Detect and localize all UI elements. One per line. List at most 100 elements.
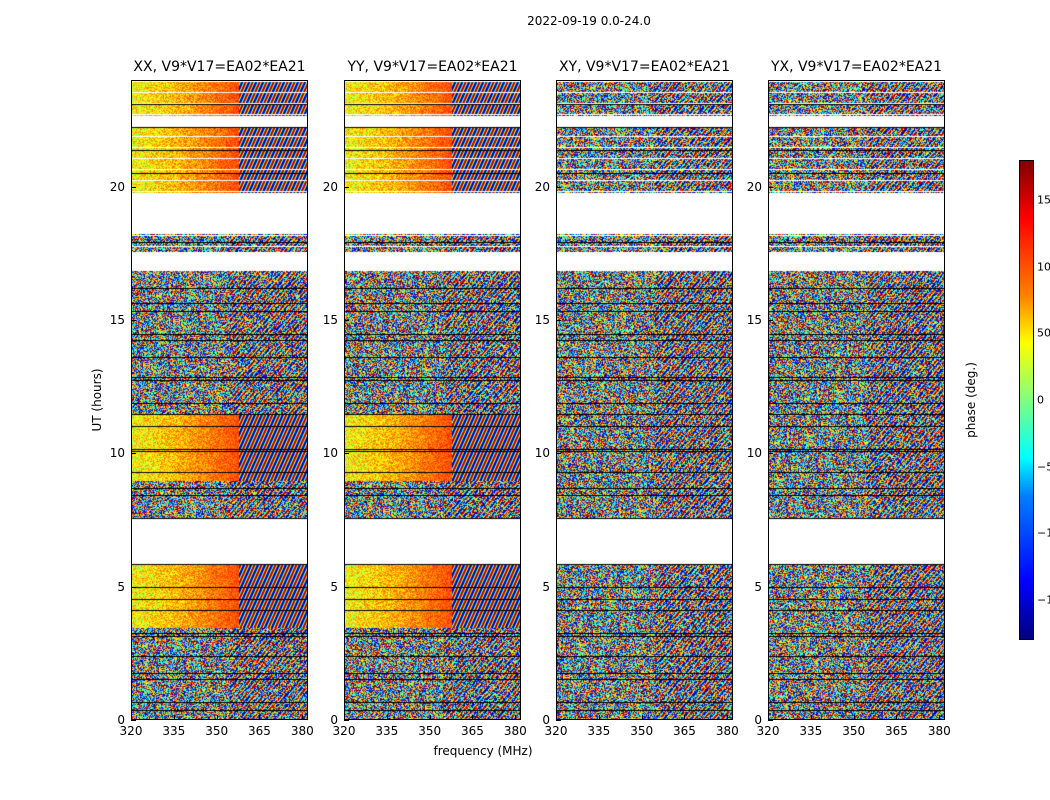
- y-tick-mark: [131, 586, 136, 588]
- x-tick-mark: [131, 715, 132, 720]
- x-tick-label: 350: [418, 724, 442, 738]
- x-tick-mark: [344, 715, 345, 720]
- x-tick-label: 380: [503, 724, 527, 738]
- y-tick-label: 10: [534, 446, 550, 461]
- x-tick-label: 365: [885, 724, 908, 738]
- x-tick-label: 365: [673, 724, 696, 738]
- x-tick-mark: [259, 715, 261, 720]
- panel-title: XX, V9*V17=EA02*EA21: [133, 59, 306, 75]
- chart-title: 2022-09-19 0.0-24.0: [527, 14, 651, 28]
- y-tick-mark: [768, 186, 773, 188]
- x-tick-mark: [556, 715, 557, 720]
- y-tick-mark: [344, 720, 349, 721]
- x-tick-label: 380: [715, 724, 739, 738]
- x-tick-mark: [515, 715, 517, 720]
- heatmap-canvas: [557, 81, 732, 719]
- y-tick-label: 5: [330, 579, 338, 594]
- x-tick-label: 350: [630, 724, 654, 738]
- x-tick-label: 320: [119, 724, 143, 738]
- colorbar-tick-label: −150: [1037, 593, 1050, 607]
- y-tick-mark: [131, 186, 136, 188]
- x-tick-mark: [173, 715, 175, 720]
- x-tick-label: 365: [461, 724, 484, 738]
- x-tick-label: 365: [248, 724, 271, 738]
- heatmap-canvas: [345, 81, 520, 719]
- panel-title: XY, V9*V17=EA02*EA21: [558, 59, 731, 75]
- x-tick-label: 350: [842, 724, 866, 738]
- y-tick-label: 5: [542, 579, 550, 594]
- x-tick-label: 350: [205, 724, 229, 738]
- x-tick-mark: [302, 715, 304, 720]
- colorbar: [1019, 160, 1034, 640]
- y-tick-label: 10: [322, 446, 338, 461]
- x-tick-mark: [641, 715, 643, 720]
- colorbar-tick-label: 100: [1037, 260, 1050, 274]
- y-tick-label: 20: [322, 179, 338, 194]
- y-tick-mark: [768, 720, 773, 721]
- x-tick-label: 380: [290, 724, 314, 738]
- y-tick-label: 10: [109, 446, 125, 461]
- y-tick-label: 0: [117, 713, 125, 727]
- x-tick-mark: [768, 715, 769, 720]
- x-tick-label: 335: [587, 724, 611, 738]
- x-tick-mark: [598, 715, 600, 720]
- x-tick-label: 320: [332, 724, 356, 738]
- y-tick-label: 15: [109, 313, 125, 327]
- y-tick-label: 15: [322, 313, 338, 327]
- y-tick-mark: [556, 453, 561, 455]
- y-tick-mark: [556, 320, 561, 321]
- phase-heatmap: [556, 80, 733, 720]
- colorbar-label: phase (deg.): [964, 362, 978, 438]
- y-tick-label: 15: [534, 313, 550, 327]
- y-tick-mark: [131, 320, 136, 321]
- y-tick-mark: [344, 586, 349, 588]
- y-tick-mark: [344, 453, 349, 455]
- y-tick-mark: [131, 453, 136, 455]
- x-tick-label: 320: [756, 724, 780, 738]
- x-tick-label: 335: [375, 724, 399, 738]
- x-tick-mark: [939, 715, 941, 720]
- panel-title: YY, V9*V17=EA02*EA21: [347, 59, 518, 75]
- x-tick-mark: [853, 715, 855, 720]
- y-tick-label: 0: [542, 713, 550, 727]
- y-tick-mark: [768, 320, 773, 321]
- y-tick-label: 0: [754, 713, 762, 727]
- x-tick-label: 335: [162, 724, 186, 738]
- y-tick-label: 10: [746, 446, 762, 461]
- phase-heatmap: [131, 80, 308, 720]
- x-tick-label: 380: [927, 724, 951, 738]
- colorbar-tick-label: 150: [1037, 193, 1050, 207]
- y-tick-label: 5: [117, 579, 125, 594]
- x-tick-mark: [896, 715, 898, 720]
- x-tick-label: 335: [799, 724, 823, 738]
- y-tick-mark: [344, 186, 349, 188]
- y-tick-mark: [768, 453, 773, 455]
- colorbar-tick-label: −100: [1037, 526, 1050, 540]
- y-tick-label: 5: [754, 579, 762, 594]
- x-tick-mark: [216, 715, 218, 720]
- y-tick-label: 0: [330, 713, 338, 727]
- y-tick-mark: [556, 186, 561, 188]
- panel-title: YX, V9*V17=EA02*EA21: [770, 59, 943, 75]
- colorbar-tick-label: 0: [1037, 393, 1044, 407]
- heatmap-canvas: [769, 81, 944, 719]
- phase-heatmap: [344, 80, 521, 720]
- x-tick-mark: [386, 715, 388, 720]
- y-tick-mark: [344, 320, 349, 321]
- x-tick-label: 320: [544, 724, 568, 738]
- y-axis-label: UT (hours): [90, 368, 104, 432]
- y-tick-label: 20: [534, 179, 550, 194]
- y-tick-label: 15: [746, 313, 762, 327]
- y-tick-label: 20: [746, 179, 762, 194]
- phase-heatmap: [768, 80, 945, 720]
- colorbar-tick-label: −50: [1037, 460, 1050, 474]
- x-tick-mark: [810, 715, 812, 720]
- x-tick-mark: [429, 715, 431, 720]
- x-tick-mark: [684, 715, 686, 720]
- x-axis-label: frequency (MHz): [433, 744, 533, 758]
- y-tick-label: 20: [109, 179, 125, 194]
- y-tick-mark: [768, 586, 773, 588]
- y-tick-mark: [556, 586, 561, 588]
- x-tick-mark: [727, 715, 729, 720]
- x-tick-mark: [472, 715, 474, 720]
